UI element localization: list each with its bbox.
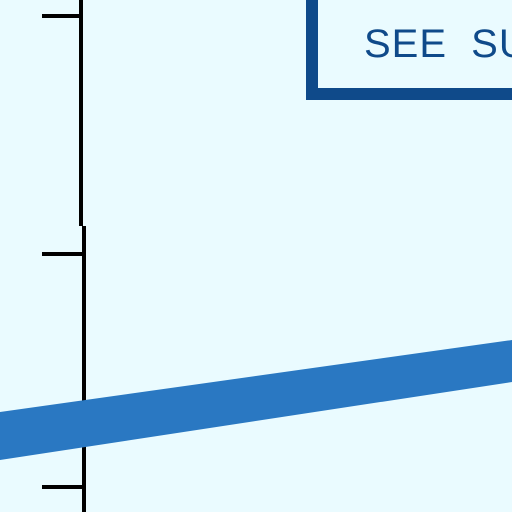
label-box-text: SEE SU [364, 22, 512, 67]
label-box: SEE SU [306, 0, 512, 100]
